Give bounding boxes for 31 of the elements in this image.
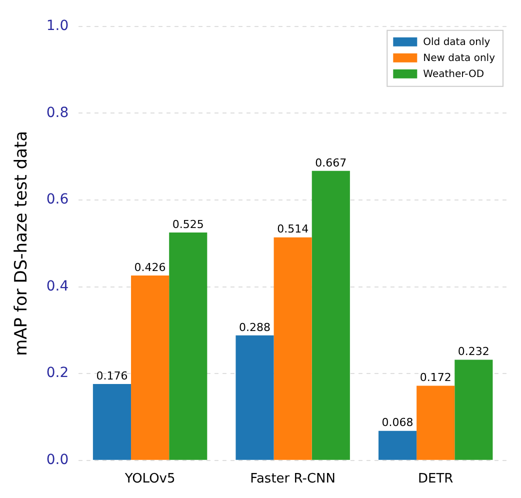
y-tick-label: 0.8 [46,104,69,121]
data-label: 0.176 [96,369,128,382]
bar [378,430,417,460]
data-label: 0.068 [382,416,414,430]
bar [92,384,132,460]
legend-label: Old data only [423,36,490,48]
bar [416,386,455,460]
y-axis-title: mAP for DS-haze test data [12,130,32,356]
legend-label: Weather-OD [423,68,484,80]
x-tick-label: Faster R-CNN [250,472,336,487]
bar [312,170,350,460]
data-label: 0.426 [134,260,166,274]
bar [274,237,312,460]
data-label: 0.232 [458,345,490,358]
bar [236,335,274,460]
data-label: 0.667 [315,156,347,170]
data-label: 0.525 [172,218,204,231]
bar [131,276,170,460]
y-tick-label: 0.2 [46,365,69,382]
y-tick-label: 0.6 [46,192,69,208]
data-label: 0.172 [420,371,452,384]
y-tick-label: 0.0 [46,452,69,468]
bar [169,232,208,460]
x-tick-label: DETR [418,472,454,487]
y-tick-label: 1.0 [46,18,69,34]
x-tick-label: YOLOv5 [124,472,176,487]
bar [454,360,493,460]
legend-label: New data only [423,52,496,64]
data-label: 0.288 [239,320,271,334]
data-label: 0.514 [277,222,309,236]
y-tick-label: 0.4 [46,278,69,294]
